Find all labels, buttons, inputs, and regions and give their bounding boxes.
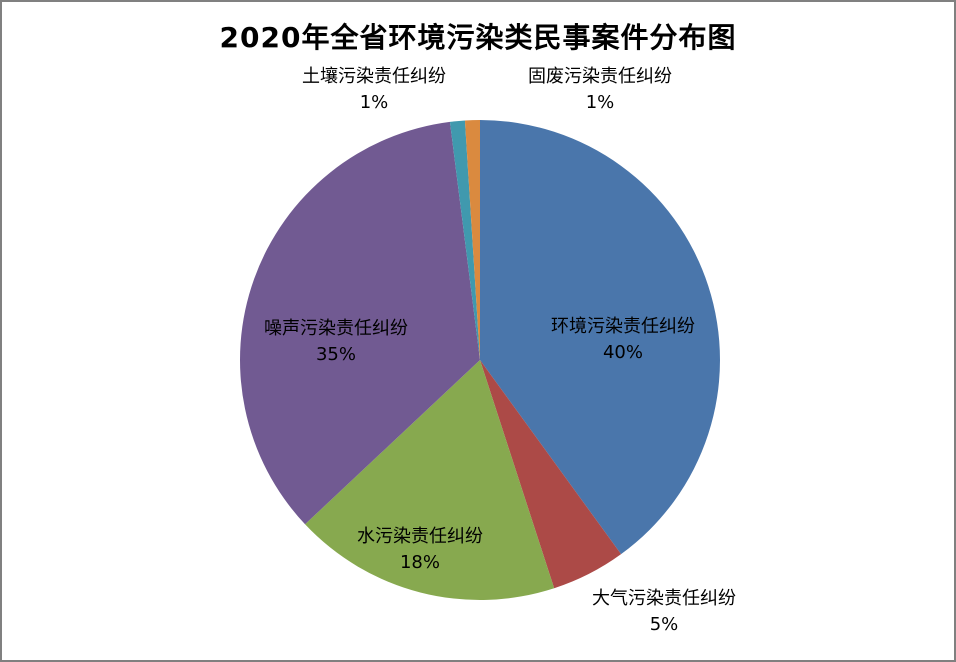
slice-label-air: 大气污染责任纠纷 5% <box>592 586 736 638</box>
slice-label-percent: 1% <box>359 92 389 113</box>
slice-label-text: 土壤污染责任纠纷 <box>302 66 446 87</box>
pie-chart <box>240 120 720 600</box>
slice-label-percent: 1% <box>585 92 615 113</box>
slice-label-text: 噪声污染责任纠纷 <box>264 318 408 339</box>
slice-label-noise: 噪声污染责任纠纷 35% <box>264 316 408 368</box>
slice-label-text: 水污染责任纠纷 <box>357 526 483 547</box>
chart-title: 2020年全省环境污染类民事案件分布图 <box>219 21 737 54</box>
pie-slice-noise <box>240 121 480 525</box>
slice-label-percent: 18% <box>399 552 440 573</box>
pie-slice-environment <box>480 120 720 555</box>
slice-label-percent: 5% <box>649 614 679 635</box>
slice-label-percent: 35% <box>315 344 356 365</box>
slice-label-environment: 环境污染责任纠纷 40% <box>551 314 695 366</box>
slice-label-text: 固废污染责任纠纷 <box>528 66 672 87</box>
pie-slice-solid-waste <box>464 120 480 360</box>
slice-label-text: 大气污染责任纠纷 <box>592 588 736 609</box>
pie-slice-soil <box>449 120 480 360</box>
pie-slice-water <box>305 360 555 600</box>
slice-label-percent: 40% <box>602 342 643 363</box>
slice-label-text: 环境污染责任纠纷 <box>551 316 695 337</box>
pie-slice-air <box>480 360 622 589</box>
slice-label-solid-waste: 固废污染责任纠纷 1% <box>528 64 672 116</box>
slice-label-soil: 土壤污染责任纠纷 1% <box>302 64 446 116</box>
slice-label-water: 水污染责任纠纷 18% <box>357 524 483 576</box>
